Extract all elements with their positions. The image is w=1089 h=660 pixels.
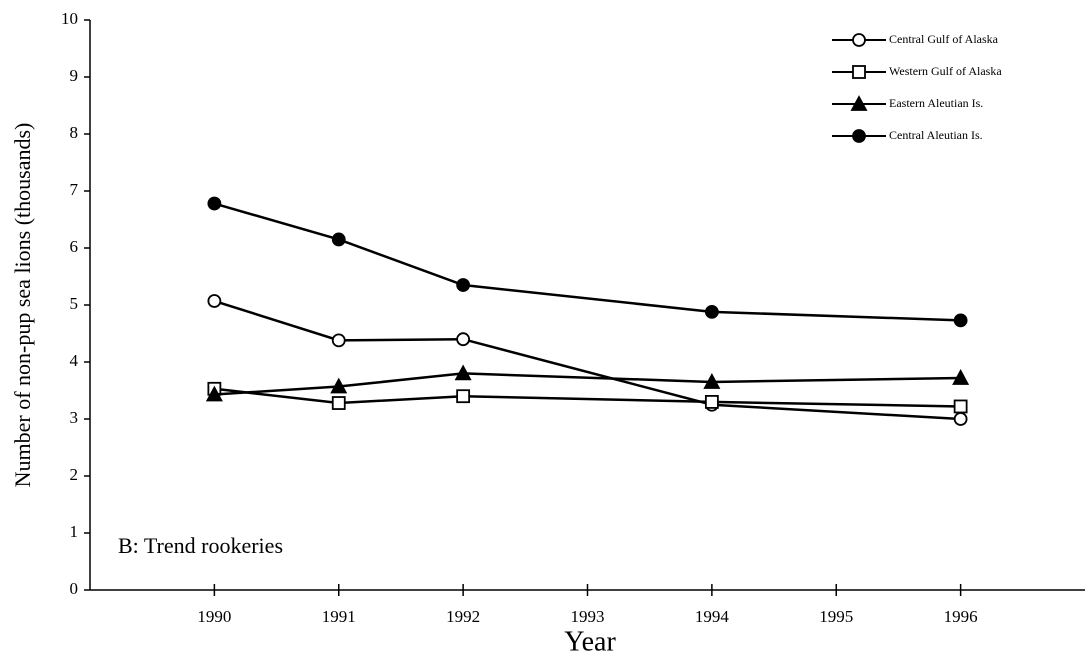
- y-tick-label: 5: [70, 294, 79, 313]
- x-tick-label: 1992: [446, 607, 480, 626]
- point: [330, 377, 348, 394]
- point: [704, 304, 719, 319]
- y-tick-label: 0: [70, 579, 79, 598]
- point: [207, 196, 222, 211]
- point: [207, 294, 222, 308]
- x-tick-label: 1990: [197, 607, 231, 626]
- x-tick-label: 1993: [571, 607, 605, 626]
- annotation: B: Trend rookeries: [118, 533, 283, 558]
- y-tick-label: 2: [70, 465, 79, 484]
- point: [703, 373, 721, 389]
- legend-label: Eastern Aleutian Is.: [889, 96, 983, 110]
- series-line: [214, 372, 961, 396]
- point: [331, 333, 346, 348]
- point: [331, 232, 346, 247]
- series-line: [214, 387, 961, 408]
- legend-marker: [852, 33, 866, 47]
- point: [704, 394, 719, 409]
- point: [456, 389, 471, 404]
- point: [456, 278, 471, 292]
- x-tick-label: 1995: [819, 607, 853, 626]
- point: [205, 385, 223, 402]
- legend-label: Western Gulf of Alaska: [889, 64, 1002, 78]
- legend-marker: [850, 95, 868, 111]
- legend-label: Central Gulf of Alaska: [889, 32, 999, 46]
- point: [456, 332, 471, 347]
- y-tick-label: 6: [70, 237, 79, 256]
- x-axis-label: Year: [564, 626, 616, 657]
- point: [331, 396, 346, 410]
- y-tick-label: 9: [70, 66, 79, 85]
- point: [952, 369, 970, 385]
- x-tick-label: 1994: [695, 607, 730, 626]
- legend-label: Central Aleutian Is.: [889, 128, 983, 142]
- y-tick-label: 7: [70, 180, 79, 199]
- y-tick-label: 1: [70, 522, 79, 541]
- y-tick-label: 4: [70, 351, 79, 370]
- point: [953, 399, 968, 414]
- x-tick-label: 1996: [944, 607, 978, 626]
- legend-marker: [852, 129, 866, 143]
- point: [953, 313, 968, 328]
- legend-marker: [852, 65, 866, 79]
- point: [953, 412, 968, 426]
- x-tick-label: 1991: [322, 607, 356, 626]
- y-tick-label: 10: [61, 9, 78, 28]
- series-line: [214, 202, 961, 322]
- point: [454, 364, 472, 381]
- y-axis-label: Number of non-pup sea lions (thousands): [10, 123, 35, 488]
- y-tick-label: 3: [70, 408, 79, 427]
- y-tick-label: 8: [70, 123, 79, 142]
